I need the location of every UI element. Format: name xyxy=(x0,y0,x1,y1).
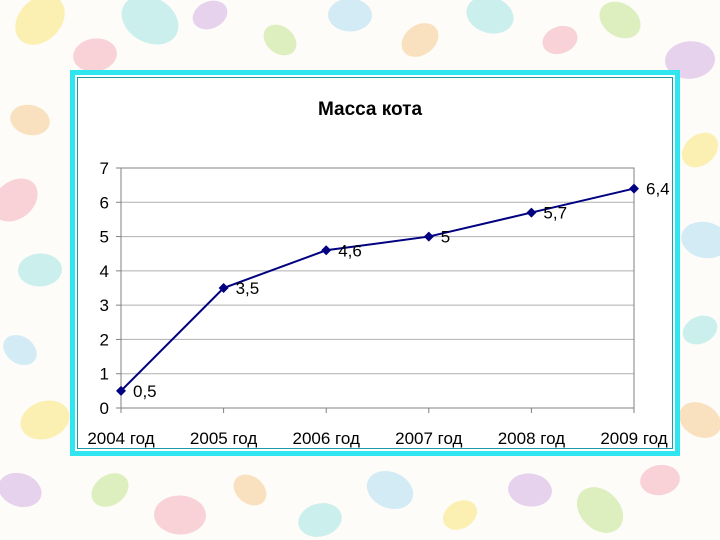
x-tick-label: 2008 год xyxy=(498,429,565,448)
paw-blob xyxy=(0,178,38,222)
series-line xyxy=(120,187,635,392)
y-tick-label: 1 xyxy=(100,365,109,384)
paw-blob xyxy=(233,474,267,506)
paw-blob xyxy=(91,473,129,507)
data-label: 0,5 xyxy=(133,382,157,401)
gridlines xyxy=(121,167,634,375)
paw-blob xyxy=(0,472,42,508)
x-tick-label: 2009 год xyxy=(600,429,667,448)
axes xyxy=(116,167,635,413)
paw-blob xyxy=(681,221,720,259)
paw-blob xyxy=(298,503,342,537)
y-tick-label: 7 xyxy=(100,159,109,178)
paw-blob xyxy=(154,495,206,535)
y-tick-label: 6 xyxy=(100,193,109,212)
chart-title: Масса кота xyxy=(318,99,423,120)
paw-blob xyxy=(681,132,719,168)
data-point-marker xyxy=(526,207,537,218)
paw-blob xyxy=(665,41,715,79)
paw-blob xyxy=(682,315,718,345)
paw-blob xyxy=(10,104,50,136)
paw-blob xyxy=(466,0,514,34)
data-label: 4,6 xyxy=(338,241,362,260)
data-label: 3,5 xyxy=(236,279,260,298)
paw-blob xyxy=(576,487,624,533)
x-tick-label: 2004 год xyxy=(87,429,154,448)
paw-blob xyxy=(20,400,70,440)
paw-blob xyxy=(640,464,680,496)
data-label: 5 xyxy=(441,228,450,247)
data-label: 5,7 xyxy=(543,204,567,223)
y-tick-labels: 0 1 2 3 4 5 6 7 xyxy=(100,159,109,418)
x-tick-label: 2005 год xyxy=(190,429,257,448)
y-tick-label: 2 xyxy=(100,330,109,349)
paw-blob xyxy=(679,402,720,438)
paw-blob xyxy=(3,334,37,366)
paw-blob xyxy=(15,0,65,45)
x-tick-label: 2007 год xyxy=(395,429,462,448)
series-polyline xyxy=(120,187,635,392)
chart-inner-border xyxy=(77,77,673,449)
paw-blob xyxy=(542,25,578,55)
series-markers xyxy=(116,183,639,396)
data-point-marker xyxy=(423,231,434,242)
y-tick-label: 3 xyxy=(100,296,109,315)
chart-frame xyxy=(70,70,680,456)
paw-blob xyxy=(508,473,552,507)
y-tick-label: 4 xyxy=(100,262,109,281)
paw-blob xyxy=(366,470,414,510)
paw-blob xyxy=(121,0,179,45)
data-point-marker xyxy=(321,245,332,256)
x-tick-labels: 2004 год 2005 год 2006 год 2007 год 2008 год… xyxy=(87,429,667,448)
data-point-marker xyxy=(629,183,639,194)
y-tick-label: 0 xyxy=(100,399,109,418)
plot-area-border xyxy=(120,167,635,409)
data-label: 6,4 xyxy=(646,180,670,199)
paw-blob xyxy=(328,0,372,32)
data-point-marker xyxy=(116,385,126,396)
y-tick-label: 5 xyxy=(100,228,109,247)
paw-blob xyxy=(599,1,641,39)
data-labels: 0,5 3,5 4,6 5 5,7 6,4 xyxy=(133,180,670,401)
paw-blob xyxy=(443,500,477,530)
data-point-marker xyxy=(218,283,229,293)
x-tick-label: 2006 год xyxy=(293,429,360,448)
paw-blob xyxy=(73,38,117,72)
paw-blob xyxy=(192,0,228,30)
paw-blob xyxy=(18,253,62,287)
paw-blob xyxy=(263,24,297,56)
paw-blob xyxy=(401,23,439,57)
